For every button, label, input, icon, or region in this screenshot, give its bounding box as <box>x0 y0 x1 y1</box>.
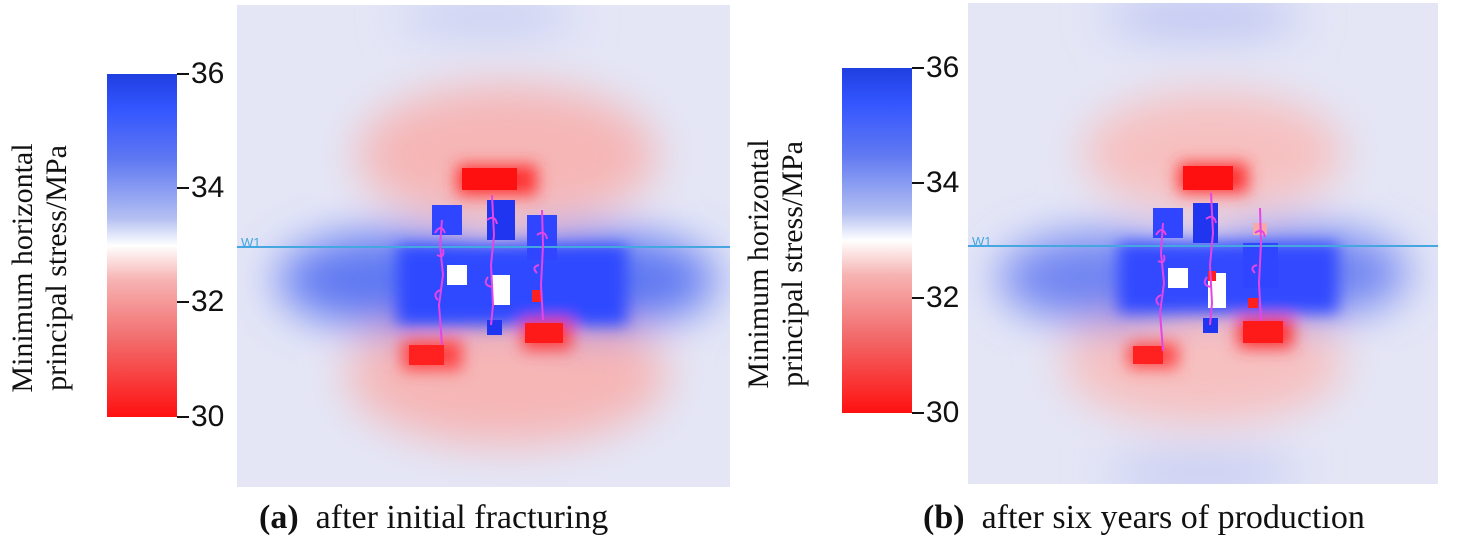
caption-b-text: after six years of production <box>981 499 1365 536</box>
colorbar-title-line1: Minimum horizontal <box>742 139 775 389</box>
caption-b-tag: (b) <box>923 499 965 536</box>
colorbar-title: Minimum horizontal principal stress/MPa <box>6 118 74 418</box>
tick-label-30: 30 <box>926 396 960 429</box>
caption-a-text: after initial fracturing <box>315 499 609 536</box>
stress-map-a: W1 <box>237 5 730 487</box>
tick-label-34: 34 <box>926 166 960 199</box>
colorbar-title-line1: Minimum horizontal <box>6 143 39 393</box>
well-label-a: W1 <box>241 235 261 250</box>
caption-b: (b) after six years of production <box>923 498 1365 538</box>
caption-a: (a) after initial fracturing <box>259 498 608 538</box>
caption-a-tag: (a) <box>259 499 299 536</box>
colorbar-title: Minimum horizontal principal stress/MPa <box>742 114 810 414</box>
colorbar-title-line2: principal stress/MPa <box>40 145 73 391</box>
well-label-b: W1 <box>972 234 992 249</box>
colorbar <box>107 74 177 417</box>
fractures-a <box>434 194 548 346</box>
tick-label-32: 32 <box>191 285 225 318</box>
tick-label-32: 32 <box>926 281 960 314</box>
colorbar-title-line2: principal stress/MPa <box>776 141 809 387</box>
tick-label-36: 36 <box>191 57 225 90</box>
tick-label-36: 36 <box>926 51 960 84</box>
stress-blocks-b <box>1133 166 1283 364</box>
colorbar <box>842 68 912 413</box>
stress-map-b: W1 <box>968 3 1438 484</box>
tick-label-34: 34 <box>191 171 225 204</box>
panel-b: Minimum horizontal principal stress/MPa … <box>740 0 1467 546</box>
panel-a: Minimum horizontal principal stress/MPa … <box>6 5 730 538</box>
tick-label-30: 30 <box>191 400 225 433</box>
fractures-b <box>1155 192 1266 352</box>
